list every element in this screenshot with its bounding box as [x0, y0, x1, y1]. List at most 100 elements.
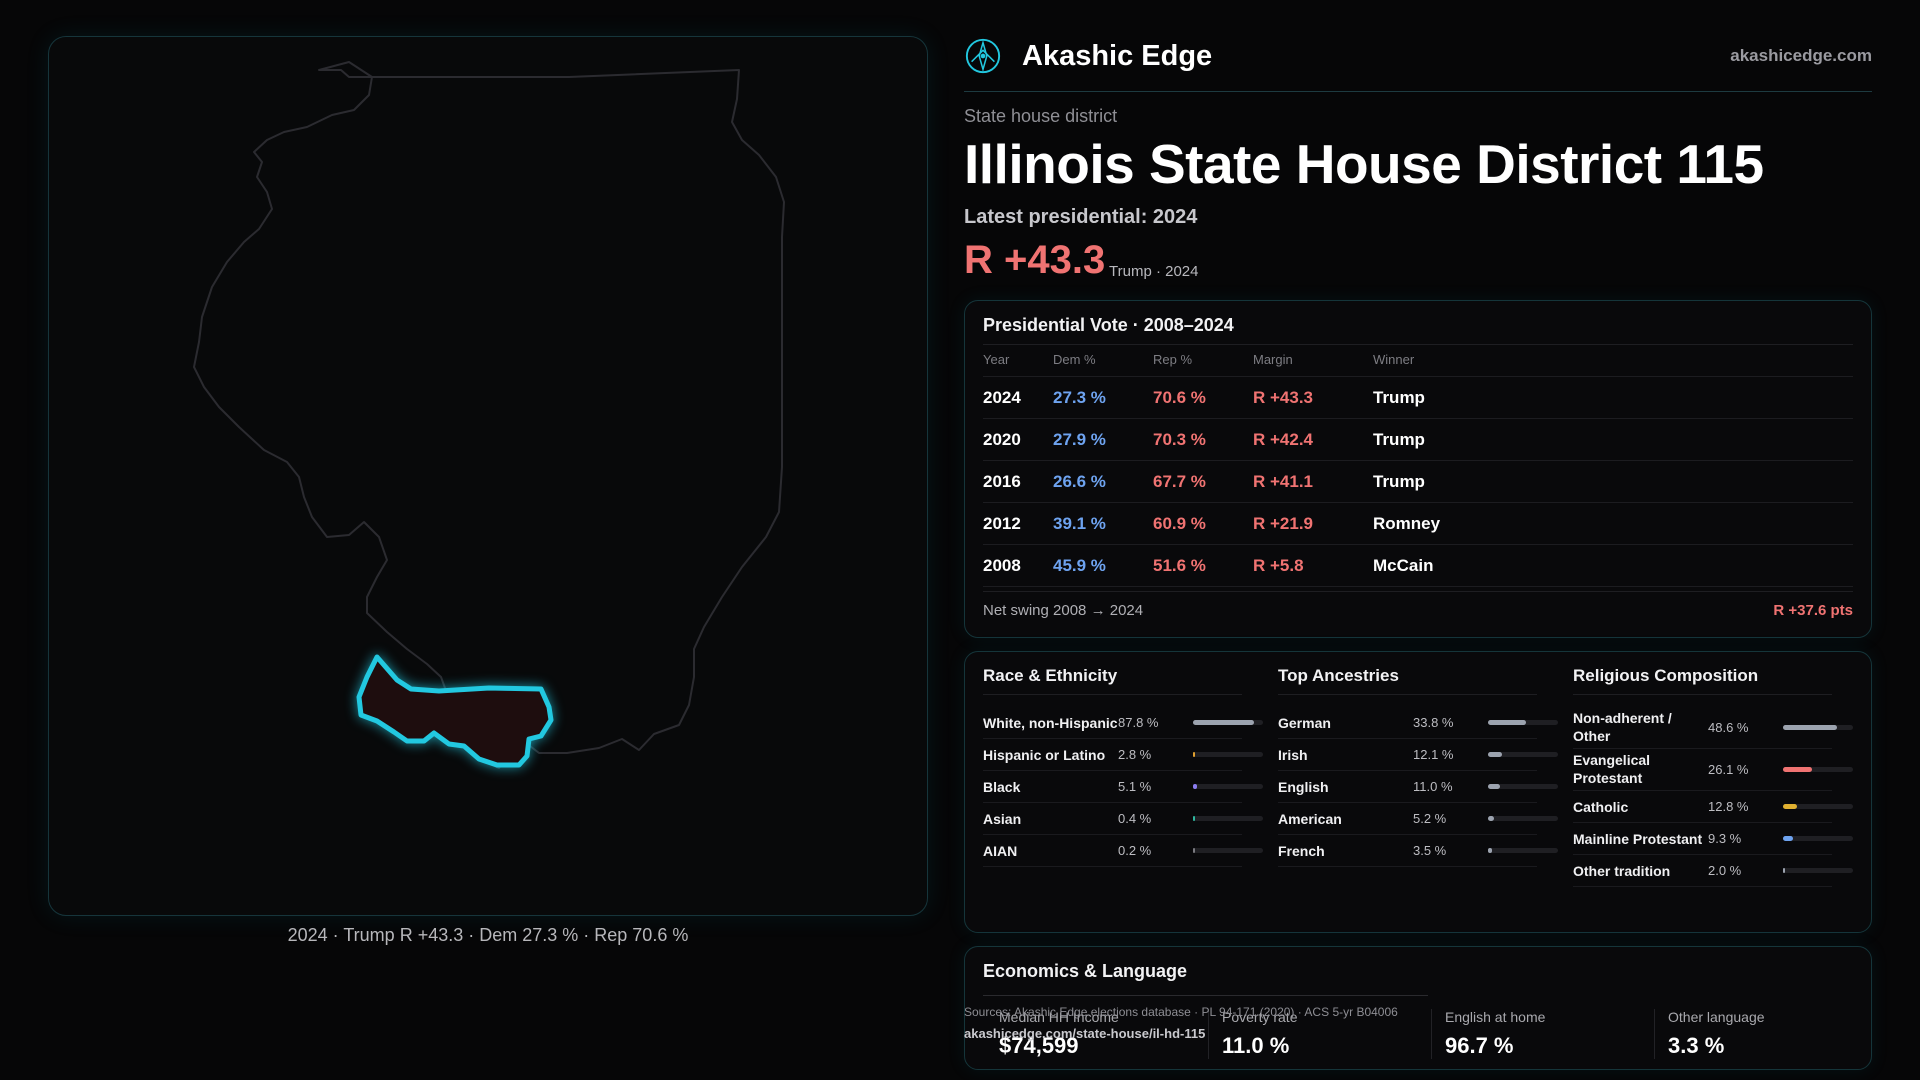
- row-winner: Trump: [1373, 430, 1425, 449]
- bar-label: Evangelical Protestant: [1573, 752, 1651, 786]
- bar-row[interactable]: White, non-Hispanic 87.8 %: [983, 707, 1263, 739]
- bar-fill: [1783, 767, 1813, 772]
- bar-value: 11.0 %: [1413, 779, 1453, 794]
- bar-row[interactable]: French 3.5 %: [1278, 835, 1558, 867]
- headline-margin-subtitle: Trump · 2024: [1109, 263, 1199, 280]
- bar-row[interactable]: Evangelical Protestant 26.1 %: [1573, 749, 1853, 791]
- bar-fill: [1488, 784, 1501, 789]
- sources-note: Sources: Akashic Edge elections database…: [964, 1005, 1398, 1019]
- row-year: 2020: [983, 430, 1021, 449]
- bar-label: Other tradition: [1573, 863, 1671, 879]
- bar-row[interactable]: AIAN 0.2 %: [983, 835, 1263, 867]
- bar-row[interactable]: Other tradition 2.0 %: [1573, 855, 1853, 887]
- table-row[interactable]: 2008 45.9 % 51.6 % R +5.8 McCain: [983, 545, 1853, 587]
- bar-row[interactable]: Mainline Protestant 9.3 %: [1573, 823, 1853, 855]
- state-outline: [193, 61, 785, 769]
- bar-value: 0.4 %: [1118, 811, 1152, 826]
- table-row[interactable]: 2012 39.1 % 60.9 % R +21.9 Romney: [983, 503, 1853, 545]
- bar-label: Asian: [983, 811, 1022, 827]
- bar-label: Irish: [1278, 747, 1308, 763]
- bar-value: 3.5 %: [1413, 843, 1447, 858]
- bar-label: AIAN: [983, 843, 1018, 859]
- divider: [1208, 1009, 1209, 1059]
- bar-fill: [1488, 720, 1526, 725]
- bar-fill: [1193, 848, 1195, 853]
- bar-fill: [1783, 804, 1798, 809]
- bar-row[interactable]: Asian 0.4 %: [983, 803, 1263, 835]
- row-winner: Romney: [1373, 514, 1441, 533]
- bar-label: White, non-Hispanic: [983, 715, 1118, 731]
- source-url-link[interactable]: akashicedge.com/state-house/il-hd-115: [964, 1026, 1206, 1041]
- bar-fill: [1193, 720, 1255, 725]
- row-dem-pct: 26.6 %: [1053, 472, 1106, 491]
- brand-url-link[interactable]: akashicedge.com: [1730, 46, 1872, 65]
- divider: [983, 591, 1853, 592]
- bar-row[interactable]: English 11.0 %: [1278, 771, 1558, 803]
- bar-value: 26.1 %: [1708, 762, 1749, 777]
- bar-row[interactable]: Black 5.1 %: [983, 771, 1263, 803]
- bar-row[interactable]: Irish 12.1 %: [1278, 739, 1558, 771]
- bar-fill: [1488, 752, 1502, 757]
- bar-label: Non-adherent / Other: [1573, 710, 1672, 744]
- stat-label: Other language: [1668, 1009, 1765, 1025]
- bar-value: 5.2 %: [1413, 811, 1447, 826]
- divider: [1573, 694, 1832, 695]
- section-title: Race & Ethnicity: [983, 666, 1118, 685]
- row-dem-pct: 45.9 %: [1053, 556, 1106, 575]
- bar-row[interactable]: Non-adherent / Other 48.6 %: [1573, 707, 1853, 749]
- column-header-winner: Winner: [1373, 352, 1415, 367]
- bar-label: French: [1278, 843, 1325, 859]
- bar-value: 12.1 %: [1413, 747, 1454, 762]
- bar-row[interactable]: Catholic 12.8 %: [1573, 791, 1853, 823]
- row-margin: R +41.1: [1253, 472, 1314, 491]
- row-margin: R +21.9: [1253, 514, 1314, 533]
- column-header-dem: Dem %: [1053, 352, 1096, 367]
- bar-label: Black: [983, 779, 1021, 795]
- card-title: Economics & Language: [983, 961, 1188, 981]
- column-header-rep: Rep %: [1153, 352, 1193, 367]
- top-ancestries-section: Top Ancestries German 33.8 % Irish 12.1 % En…: [1260, 652, 1558, 934]
- bar-value: 87.8 %: [1118, 715, 1159, 730]
- bar-row[interactable]: Hispanic or Latino 2.8 %: [983, 739, 1263, 771]
- district-shape[interactable]: [356, 654, 554, 768]
- demographics-card: Race & Ethnicity White, non-Hispanic 87.8…: [964, 651, 1872, 933]
- card-title: Presidential Vote · 2008–2024: [983, 315, 1234, 335]
- bar-track: [1783, 868, 1853, 873]
- bar-row[interactable]: American 5.2 %: [1278, 803, 1558, 835]
- table-row[interactable]: 2016 26.6 % 67.7 % R +41.1 Trump: [983, 461, 1853, 503]
- column-header-margin: Margin: [1253, 352, 1293, 367]
- bar-value: 5.1 %: [1118, 779, 1152, 794]
- bar-row[interactable]: German 33.8 %: [1278, 707, 1558, 739]
- bar-track: [1783, 804, 1853, 809]
- row-year: 2012: [983, 514, 1021, 533]
- bar-label: Mainline Protestant: [1573, 831, 1703, 847]
- bar-label: American: [1278, 811, 1342, 827]
- row-margin: R +5.8: [1253, 556, 1304, 575]
- brand-name: Akashic Edge: [1022, 39, 1213, 72]
- stat-value: 11.0 %: [1222, 1033, 1290, 1058]
- section-title: Religious Composition: [1573, 666, 1759, 685]
- divider: [1654, 1009, 1655, 1059]
- bar-track: [1488, 816, 1558, 821]
- page-title: Illinois State House District 115: [964, 133, 1764, 195]
- table-row[interactable]: 2020 27.9 % 70.3 % R +42.4 Trump: [983, 419, 1853, 461]
- map-panel[interactable]: [48, 36, 928, 916]
- divider: [1278, 694, 1537, 695]
- bar-fill: [1488, 848, 1492, 853]
- bar-value: 2.8 %: [1118, 747, 1152, 762]
- bar-label: Hispanic or Latino: [983, 747, 1106, 763]
- map-caption: 2024 · Trump R +43.3 · Dem 27.3 % · Rep …: [287, 925, 689, 945]
- bar-fill: [1193, 784, 1197, 789]
- table-row[interactable]: 2024 27.3 % 70.6 % R +43.3 Trump: [983, 377, 1853, 419]
- bar-track: [1193, 848, 1263, 853]
- bar-label: English: [1278, 779, 1329, 795]
- divider: [1431, 1009, 1432, 1059]
- bar-value: 9.3 %: [1708, 831, 1742, 846]
- stat-label: Poverty rate: [1222, 1009, 1298, 1025]
- district-map[interactable]: [49, 37, 929, 917]
- row-year: 2008: [983, 556, 1021, 575]
- brand[interactable]: Akashic Edge: [964, 36, 1212, 76]
- row-rep-pct: 70.3 %: [1153, 430, 1206, 449]
- bar-fill: [1193, 752, 1195, 757]
- row-dem-pct: 27.3 %: [1053, 388, 1106, 407]
